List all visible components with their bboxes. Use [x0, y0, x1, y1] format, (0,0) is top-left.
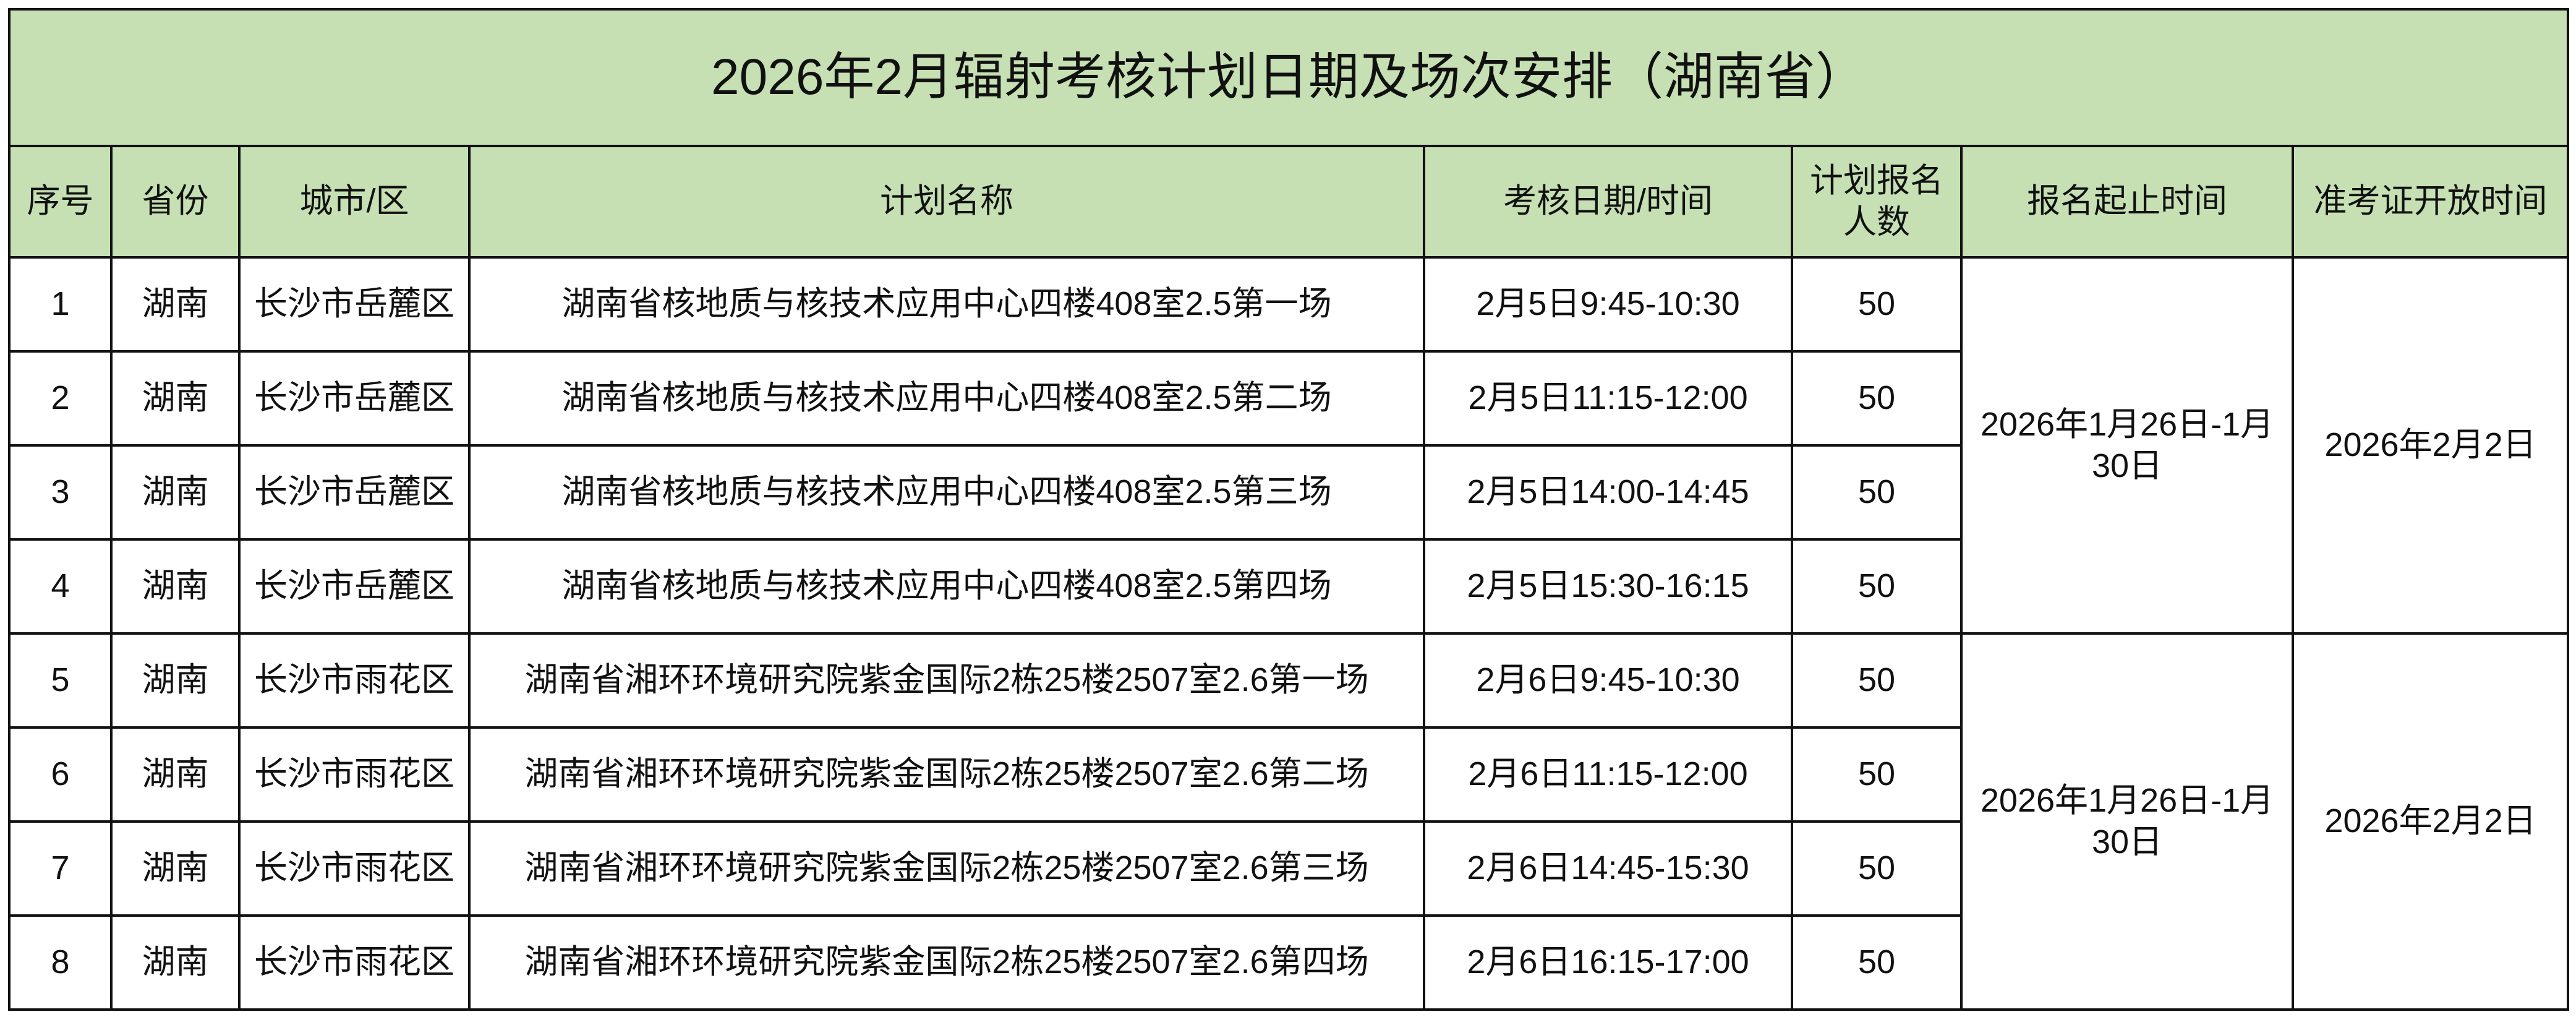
row-province: 湖南 [110, 820, 241, 917]
row-plan-name: 湖南省湘环环境研究院紫金国际2栋25楼2507室2.6第二场 [468, 726, 1425, 823]
row-province: 湖南 [110, 256, 241, 353]
row-city: 长沙市雨花区 [238, 914, 471, 1011]
table-row: 4 湖南 长沙市岳麓区 湖南省核地质与核技术应用中心四楼408室2.5第四场 2月5日1… [8, 538, 2568, 635]
row-plan-name: 湖南省核地质与核技术应用中心四楼408室2.5第二场 [468, 350, 1425, 447]
table-row: 8 湖南 长沙市雨花区 湖南省湘环环境研究院紫金国际2栋25楼2507室2.6第四场 2… [8, 914, 2568, 1011]
row-no: 2 [8, 350, 113, 447]
row-exam-datetime: 2月6日9:45-10:30 [1423, 632, 1793, 729]
table-row: 1 湖南 长沙市岳麓区 湖南省核地质与核技术应用中心四楼408室2.5第一场 2月5日9… [8, 256, 2570, 635]
row-quota: 50 [1791, 914, 1963, 1011]
row-quota: 50 [1791, 350, 1963, 447]
table-row: 5 湖南 长沙市雨花区 湖南省湘环环境研究院紫金国际2栋25楼2507室2.6第一场 2… [8, 632, 2570, 1011]
row-exam-datetime: 2月6日11:15-12:00 [1423, 726, 1793, 823]
row-plan-name: 湖南省核地质与核技术应用中心四楼408室2.5第四场 [468, 538, 1425, 635]
row-exam-datetime: 2月6日14:45-15:30 [1423, 820, 1793, 917]
table-row: 7 湖南 长沙市雨花区 湖南省湘环环境研究院紫金国际2栋25楼2507室2.6第三场 2… [8, 820, 2568, 917]
row-exam-datetime: 2月5日14:00-14:45 [1423, 444, 1793, 541]
admission-ticket-open: 2026年2月2日 [2291, 632, 2570, 1011]
row-no: 3 [8, 444, 113, 541]
row-province: 湖南 [110, 914, 241, 1011]
row-city: 长沙市雨花区 [238, 632, 471, 729]
header-row: 序号 省份 城市/区 计划名称 考核日期/时间 计划报名人数 报名起止时间 准考… [8, 145, 2570, 259]
row-province: 湖南 [110, 444, 241, 541]
row-no: 8 [8, 914, 113, 1011]
col-header-quota: 计划报名人数 [1791, 145, 1963, 259]
table-row: 6 湖南 长沙市雨花区 湖南省湘环环境研究院紫金国际2栋25楼2507室2.6第二场 2… [8, 726, 2568, 823]
row-no: 4 [8, 538, 113, 635]
row-city: 长沙市岳麓区 [238, 444, 471, 541]
row-quota: 50 [1791, 820, 1963, 917]
row-exam-datetime: 2月6日16:15-17:00 [1423, 914, 1793, 1011]
row-city: 长沙市岳麓区 [238, 256, 471, 353]
row-quota: 50 [1791, 256, 1963, 353]
col-header-province: 省份 [110, 145, 241, 259]
table-title: 2026年2月辐射考核计划日期及场次安排（湖南省） [7, 8, 2570, 147]
registration-period: 2026年1月26日-1月30日 [1960, 632, 2294, 1011]
admission-ticket-open: 2026年2月2日 [2291, 256, 2570, 635]
row-plan-name: 湖南省湘环环境研究院紫金国际2栋25楼2507室2.6第三场 [468, 820, 1425, 917]
row-plan-name: 湖南省湘环环境研究院紫金国际2栋25楼2507室2.6第一场 [468, 632, 1425, 729]
row-quota: 50 [1791, 726, 1963, 823]
col-header-registration-period: 报名起止时间 [1960, 145, 2294, 259]
row-city: 长沙市雨花区 [238, 820, 471, 917]
row-no: 7 [8, 820, 113, 917]
row-no: 1 [8, 256, 113, 353]
row-exam-datetime: 2月5日9:45-10:30 [1423, 256, 1793, 353]
row-city: 长沙市岳麓区 [238, 538, 471, 635]
row-plan-name: 湖南省核地质与核技术应用中心四楼408室2.5第一场 [468, 256, 1425, 353]
row-plan-name: 湖南省湘环环境研究院紫金国际2栋25楼2507室2.6第四场 [468, 914, 1425, 1011]
col-header-no: 序号 [8, 145, 113, 259]
row-province: 湖南 [110, 350, 241, 447]
row-no: 5 [8, 632, 113, 729]
row-plan-name: 湖南省核地质与核技术应用中心四楼408室2.5第三场 [468, 444, 1425, 541]
col-header-ticket-open: 准考证开放时间 [2291, 145, 2570, 259]
col-header-datetime: 考核日期/时间 [1423, 145, 1793, 259]
row-province: 湖南 [110, 538, 241, 635]
col-header-city: 城市/区 [238, 145, 471, 259]
row-quota: 50 [1791, 444, 1963, 541]
row-city: 长沙市雨花区 [238, 726, 471, 823]
row-quota: 50 [1791, 632, 1963, 729]
row-city: 长沙市岳麓区 [238, 350, 471, 447]
schedule-table: 2026年2月辐射考核计划日期及场次安排（湖南省） 序号 省份 城市/区 计划名… [7, 8, 2570, 1011]
row-exam-datetime: 2月5日15:30-16:15 [1423, 538, 1793, 635]
row-exam-datetime: 2月5日11:15-12:00 [1423, 350, 1793, 447]
col-header-plan: 计划名称 [468, 145, 1425, 259]
row-province: 湖南 [110, 632, 241, 729]
row-no: 6 [8, 726, 113, 823]
row-province: 湖南 [110, 726, 241, 823]
table-row: 2 湖南 长沙市岳麓区 湖南省核地质与核技术应用中心四楼408室2.5第二场 2月5日1… [8, 350, 2568, 447]
registration-period: 2026年1月26日-1月30日 [1960, 256, 2294, 635]
table-row: 3 湖南 长沙市岳麓区 湖南省核地质与核技术应用中心四楼408室2.5第三场 2月5日1… [8, 444, 2568, 541]
row-quota: 50 [1791, 538, 1963, 635]
